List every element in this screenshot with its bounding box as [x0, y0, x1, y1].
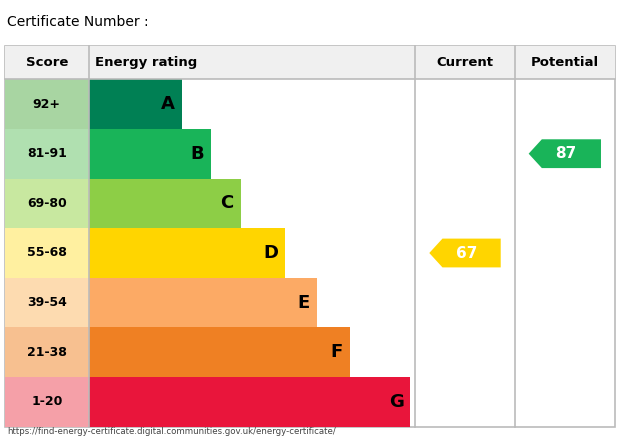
Bar	[89, 179, 241, 228]
Text: 55-68: 55-68	[27, 246, 67, 260]
Polygon shape	[529, 139, 601, 168]
Bar	[89, 228, 285, 278]
Text: Current: Current	[436, 56, 494, 69]
Text: 69-80: 69-80	[27, 197, 67, 210]
Bar	[89, 377, 410, 427]
Bar	[5, 179, 89, 228]
Bar	[5, 79, 89, 129]
Text: https://find-energy-certificate.digital.communities.gov.uk/energy-certificate/: https://find-energy-certificate.digital.…	[7, 428, 336, 436]
Text: C: C	[220, 194, 234, 213]
Bar	[5, 46, 615, 427]
Text: 39-54: 39-54	[27, 296, 67, 309]
Text: 92+: 92+	[33, 98, 61, 110]
Text: 87: 87	[556, 146, 577, 161]
Text: A: A	[161, 95, 175, 113]
Bar	[5, 377, 89, 427]
Text: B: B	[191, 145, 205, 163]
Bar	[5, 46, 615, 79]
Text: F: F	[330, 343, 342, 361]
Text: Energy rating: Energy rating	[95, 56, 197, 69]
Bar	[89, 278, 317, 327]
Text: D: D	[264, 244, 278, 262]
Bar	[89, 327, 350, 377]
Text: Score: Score	[25, 56, 68, 69]
Bar	[5, 129, 89, 179]
Text: G: G	[389, 393, 404, 411]
Text: 67: 67	[456, 246, 477, 260]
Text: 81-91: 81-91	[27, 147, 67, 160]
Text: 21-38: 21-38	[27, 346, 67, 359]
Text: 1-20: 1-20	[31, 396, 63, 408]
Text: E: E	[298, 293, 310, 312]
Bar	[89, 129, 211, 179]
Polygon shape	[429, 238, 501, 268]
Text: Potential: Potential	[531, 56, 599, 69]
Text: Certificate Number :: Certificate Number :	[7, 15, 149, 29]
Bar	[89, 79, 182, 129]
Bar	[5, 278, 89, 327]
Bar	[5, 327, 89, 377]
Bar	[5, 228, 89, 278]
